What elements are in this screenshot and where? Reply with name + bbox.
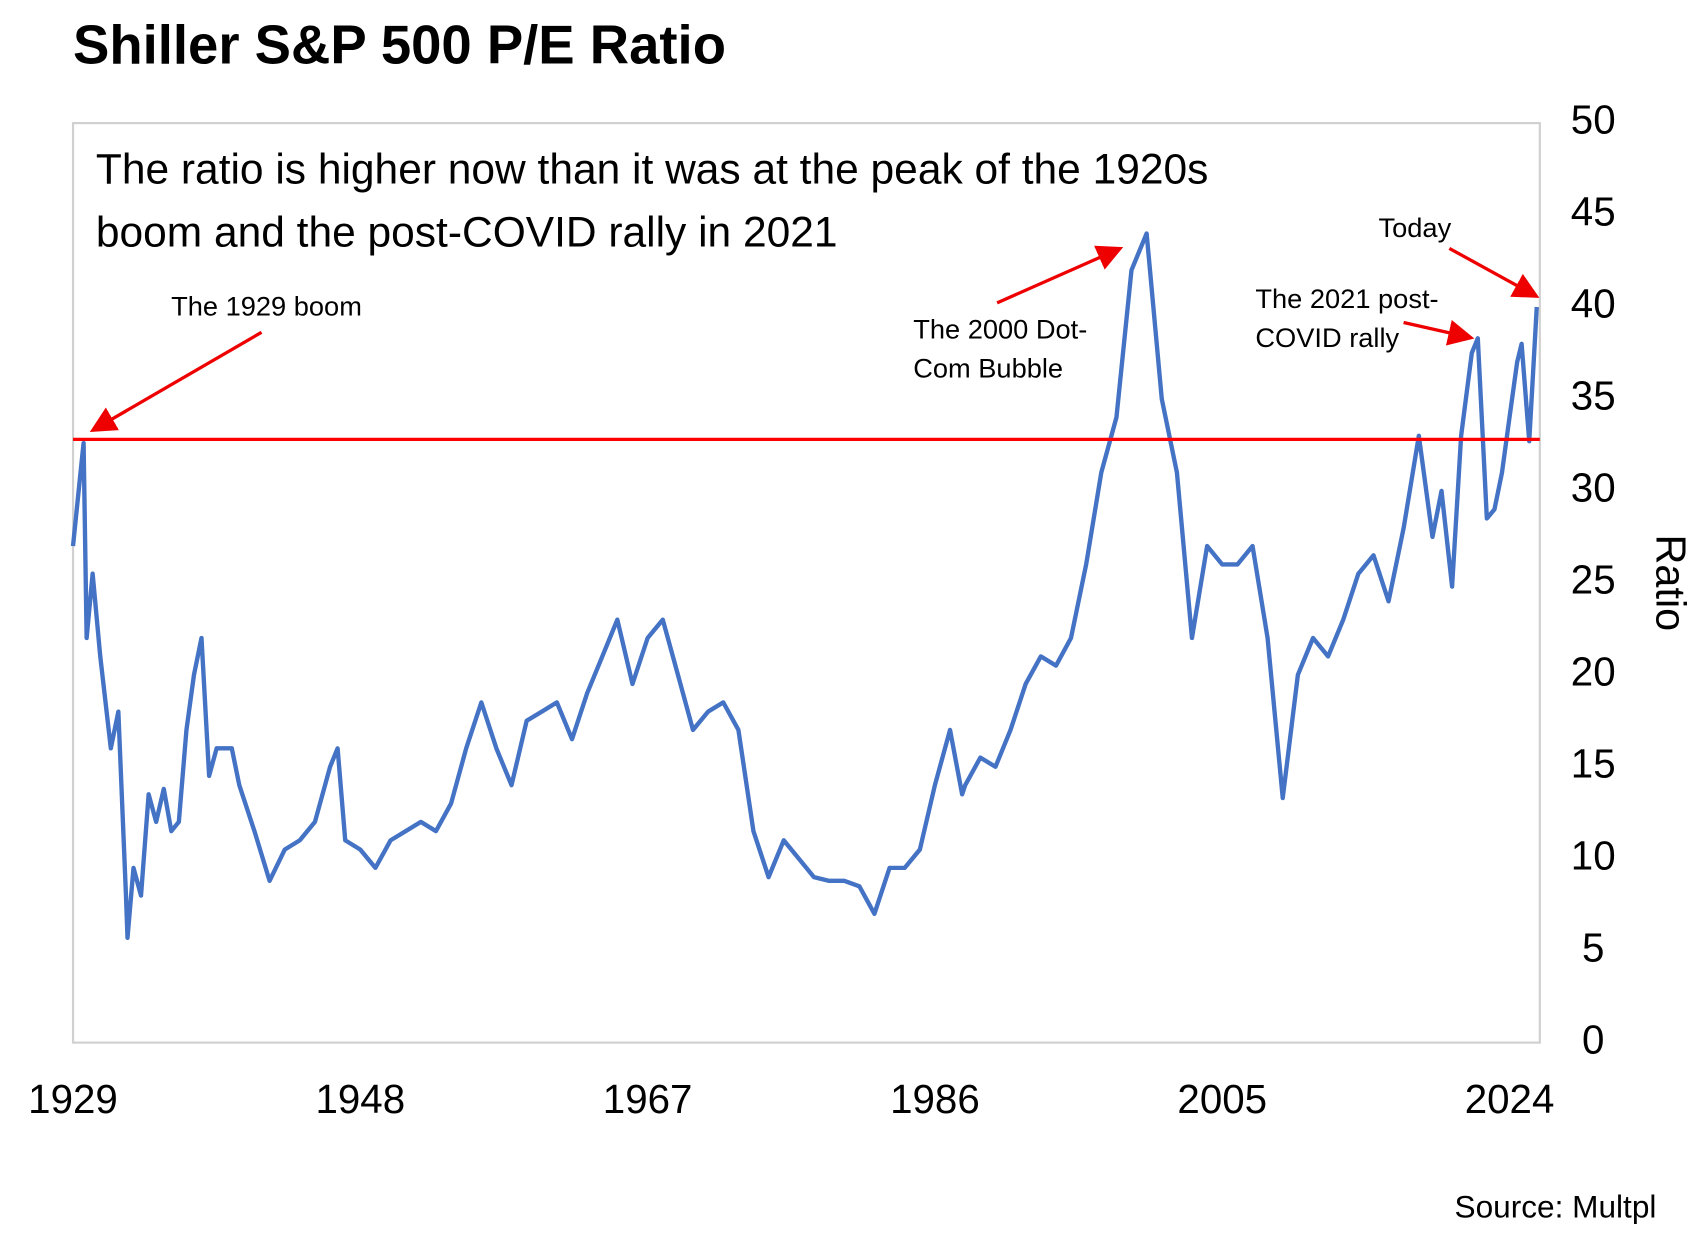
- annotation: COVID rally: [1255, 322, 1399, 353]
- plot-frame: [71, 122, 1541, 1044]
- x-tick-label: 1948: [315, 1077, 405, 1122]
- subtitle: The ratio is higher now than it was at t…: [96, 146, 1208, 193]
- y-tick-label: 30: [1571, 466, 1616, 511]
- annotation-arrow: [1403, 319, 1475, 346]
- x-tick-label: 1986: [890, 1077, 980, 1122]
- x-tick-label: 2024: [1465, 1077, 1555, 1122]
- y-tick-label: 50: [1571, 98, 1616, 143]
- x-tick-label: 1929: [28, 1077, 118, 1122]
- annotation-arrow: [996, 245, 1124, 305]
- annotation: Com Bubble: [913, 353, 1063, 384]
- annotation-arrow: [1448, 246, 1540, 298]
- x-tick-label: 2005: [1177, 1077, 1267, 1122]
- annotation-arrow: [89, 330, 263, 432]
- y-axis-label: Ratio: [1647, 535, 1693, 632]
- annotation: Today: [1379, 212, 1452, 243]
- annotation: The 1929 boom: [171, 291, 362, 322]
- annotation: The 2000 Dot-: [913, 313, 1087, 344]
- subtitle: boom and the post-COVID rally in 2021: [96, 210, 838, 257]
- y-tick-label: 15: [1571, 741, 1616, 786]
- chart-title: Shiller S&P 500 P/E Ratio: [73, 14, 726, 75]
- y-tick-label: 10: [1571, 833, 1616, 878]
- series-line: [70, 231, 1539, 940]
- y-tick-label: 20: [1571, 649, 1616, 694]
- annotation: The 2021 post-: [1255, 283, 1438, 314]
- y-tick-label: 5: [1582, 925, 1604, 970]
- x-tick-label: 1967: [603, 1077, 693, 1122]
- y-tick-label: 45: [1571, 190, 1616, 235]
- y-tick-label: 25: [1571, 558, 1616, 603]
- y-tick-label: 40: [1571, 282, 1616, 327]
- y-tick-label: 35: [1571, 374, 1616, 419]
- y-tick-label: 0: [1582, 1017, 1604, 1062]
- source: Source: Multpl: [1455, 1189, 1657, 1225]
